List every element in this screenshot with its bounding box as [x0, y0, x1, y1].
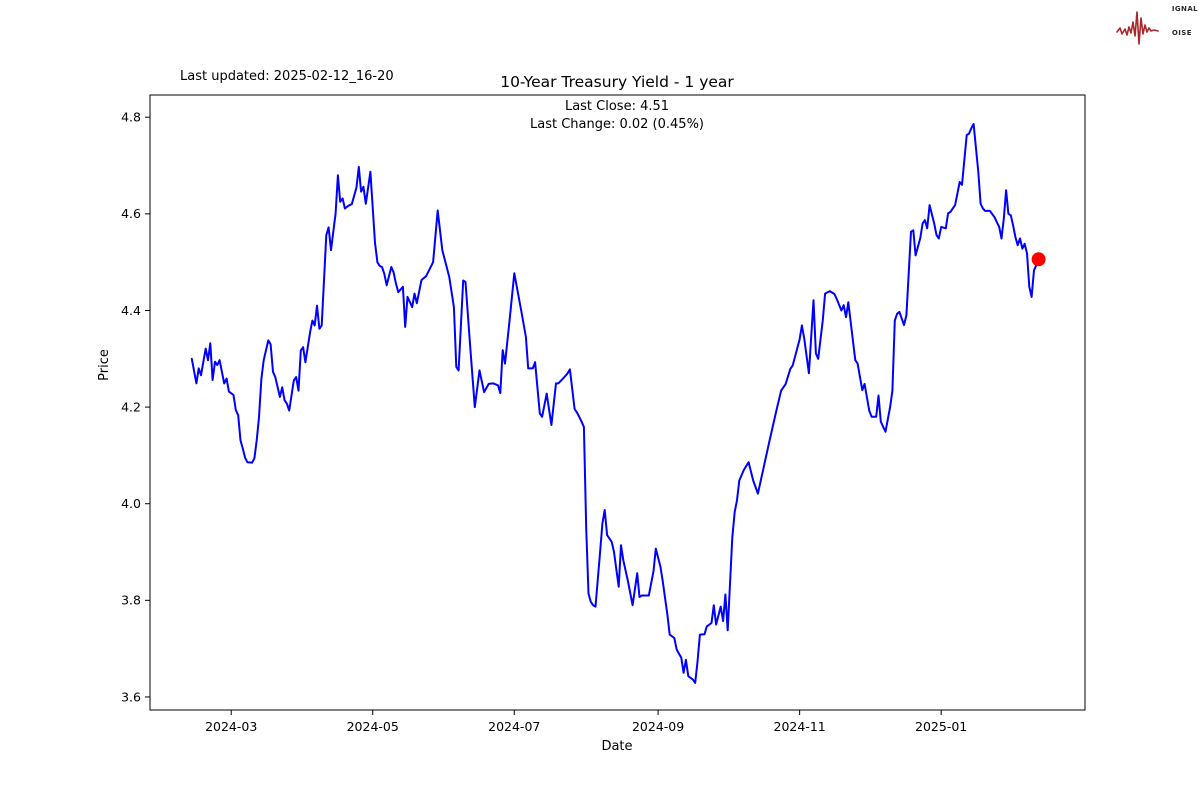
plot-area: 2024-03 2024-05 2024-07 2024-09 2024-11 2025-… — [121, 94, 1086, 734]
x-tick-label: 2024-09 — [632, 719, 684, 734]
y-tick-label: 4.2 — [121, 399, 141, 414]
last-updated-label: Last updated: 2025-02-12_16-20 — [180, 69, 394, 84]
logo-row-noise: N OISE — [1161, 28, 1198, 39]
logo-wordmark: S IGNAL 2 N OISE — [1161, 4, 1198, 39]
y-tick-label: 4.0 — [121, 496, 141, 511]
y-tick-label: 4.4 — [121, 303, 141, 318]
last-close-annotation: Last Close: 4.51 — [565, 99, 669, 114]
y-tick-label: 4.8 — [121, 110, 141, 125]
logo-row-2: 2 — [1161, 16, 1198, 27]
logo-letterbox-s: S — [1163, 4, 1169, 14]
last-change-annotation: Last Change: 0.02 (0.45%) — [530, 117, 704, 132]
axes-frame — [149, 94, 1086, 711]
y-tick-label: 3.6 — [121, 689, 141, 704]
x-tick-label: 2025-01 — [915, 719, 967, 734]
logo-row-signal: S IGNAL — [1161, 4, 1198, 15]
logo-letterbox-2: 2 — [1163, 16, 1169, 26]
yield-line-series — [190, 123, 1040, 684]
x-tick-label: 2024-07 — [488, 719, 540, 734]
logo-rest-ignal: IGNAL — [1171, 5, 1198, 13]
last-close-marker — [1031, 252, 1046, 267]
signal2noise-logo: S IGNAL 2 N OISE — [1116, 4, 1198, 46]
x-tick-label: 2024-11 — [774, 719, 826, 734]
y-tick-label: 4.6 — [121, 206, 141, 221]
x-axis-label: Date — [601, 739, 632, 754]
y-axis-label: Price — [97, 349, 112, 381]
logo-letterbox-n: N — [1162, 28, 1170, 38]
y-tick-label: 3.8 — [121, 593, 141, 608]
x-tick-label: 2024-03 — [205, 719, 257, 734]
chart-title: 10-Year Treasury Yield - 1 year — [500, 73, 734, 91]
logo-rest-oise: OISE — [1171, 29, 1192, 37]
waveform-icon — [1116, 11, 1159, 45]
x-tick-label: 2024-05 — [347, 719, 399, 734]
